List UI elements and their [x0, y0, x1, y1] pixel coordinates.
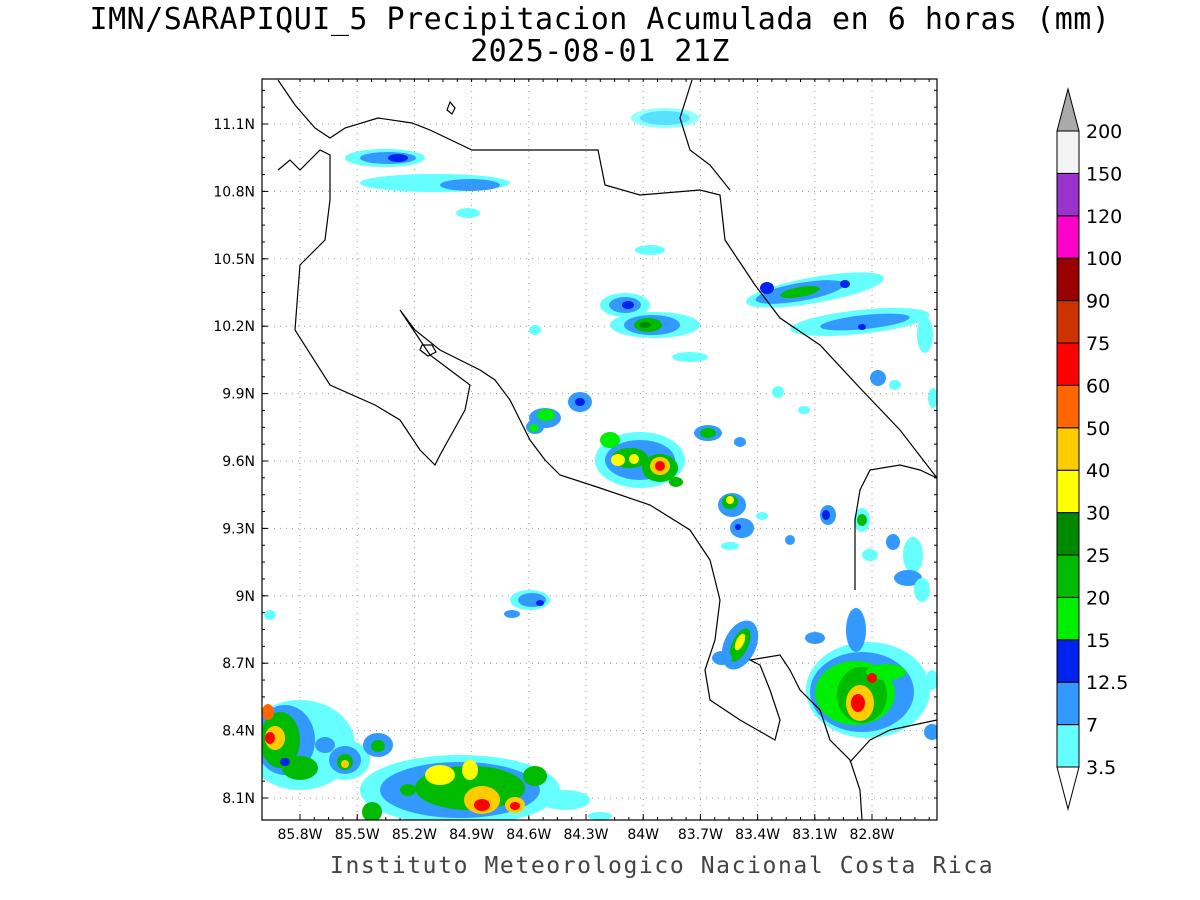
lat-tick-label: 9.6N [222, 454, 255, 470]
colorbar-label: 20 [1086, 587, 1110, 609]
colorbar-segment [1056, 172, 1080, 217]
colorbar-segment [1056, 384, 1080, 429]
colorbar-segment [1056, 639, 1080, 683]
lon-tick-label: 83.4W [735, 827, 780, 843]
colorbar-label: 15 [1086, 630, 1110, 652]
colorbar-legend: 3.5 7 12.5 15 20 25 30 40 50 60 75 90 100 120 150 200 [1056, 87, 1128, 811]
colorbar-label: 3.5 [1086, 757, 1116, 779]
lat-tick-label: 8.1N [222, 791, 255, 807]
lat-tick-label: 9.3N [222, 521, 255, 537]
lat-tick-label: 11.1N [213, 117, 255, 133]
longitude-axis: 85.8W 85.5W 85.2W 84.9W 84.6W 84.3W 84W 83.7W 83… [277, 827, 894, 843]
colorbar-segment [1056, 469, 1080, 514]
colorbar-segment [1056, 130, 1080, 174]
lat-tick-label: 10.2N [213, 319, 255, 335]
colorbar-label: 90 [1086, 291, 1110, 313]
lat-tick-label: 9N [236, 589, 255, 605]
colorbar-segment [1056, 681, 1080, 726]
colorbar-segment [1056, 215, 1080, 259]
map-title: IMN/SARAPIQUI_5 Precipitacion Acumulada … [89, 2, 1111, 37]
lon-tick-label: 83.1W [792, 827, 837, 843]
colorbar-label: 120 [1086, 206, 1122, 228]
colorbar-label: 12.5 [1086, 672, 1128, 694]
lat-tick-label: 10.8N [213, 184, 255, 200]
colorbar-label: 100 [1086, 248, 1122, 270]
lon-tick-label: 82.8W [849, 827, 894, 843]
colorbar-segment [1056, 724, 1080, 768]
colorbar-segment [1056, 300, 1080, 344]
colorbar-arrow-high [1056, 87, 1080, 132]
colorbar-segment [1056, 257, 1080, 302]
colorbar-segment [1056, 427, 1080, 471]
colorbar-label: 75 [1086, 333, 1110, 355]
colorbar-label: 200 [1086, 121, 1122, 143]
precipitation-field [262, 108, 937, 820]
footer-credit: Instituto Meteorologico Nacional Costa R… [330, 853, 995, 879]
plot-frame [261, 78, 938, 821]
colorbar-label: 30 [1086, 503, 1110, 525]
lon-tick-label: 84W [627, 827, 659, 843]
coastline [277, 79, 937, 820]
colorbar-label: 50 [1086, 418, 1110, 440]
lat-tick-label: 9.9N [222, 387, 255, 403]
colorbar-arrow-low [1056, 766, 1080, 811]
colorbar-label: 150 [1086, 163, 1122, 185]
lat-tick-label: 8.7N [222, 656, 255, 672]
colorbar-segment [1056, 512, 1080, 556]
lon-tick-label: 84.6W [506, 827, 551, 843]
map-subtitle-datetime: 2025-08-01 21Z [470, 34, 730, 69]
lon-tick-label: 85.8W [277, 827, 322, 843]
colorbar-segment [1056, 596, 1080, 641]
lon-tick-label: 84.9W [449, 827, 494, 843]
lon-tick-label: 83.7W [678, 827, 723, 843]
lon-tick-label: 84.3W [563, 827, 608, 843]
colorbar-label: 7 [1086, 715, 1098, 737]
colorbar-segment [1056, 342, 1080, 386]
latitude-axis: 8.1N 8.4N 8.7N 9N 9.3N 9.6N 9.9N 10.2N 10.5N 10.8… [213, 117, 255, 807]
lat-tick-label: 10.5N [213, 252, 255, 268]
colorbar-label: 60 [1086, 375, 1110, 397]
lon-tick-label: 85.2W [392, 827, 437, 843]
colorbar-label: 40 [1086, 460, 1110, 482]
lat-tick-label: 8.4N [222, 724, 255, 740]
colorbar-segment [1056, 554, 1080, 598]
colorbar-label: 25 [1086, 545, 1110, 567]
lon-tick-label: 85.5W [335, 827, 380, 843]
